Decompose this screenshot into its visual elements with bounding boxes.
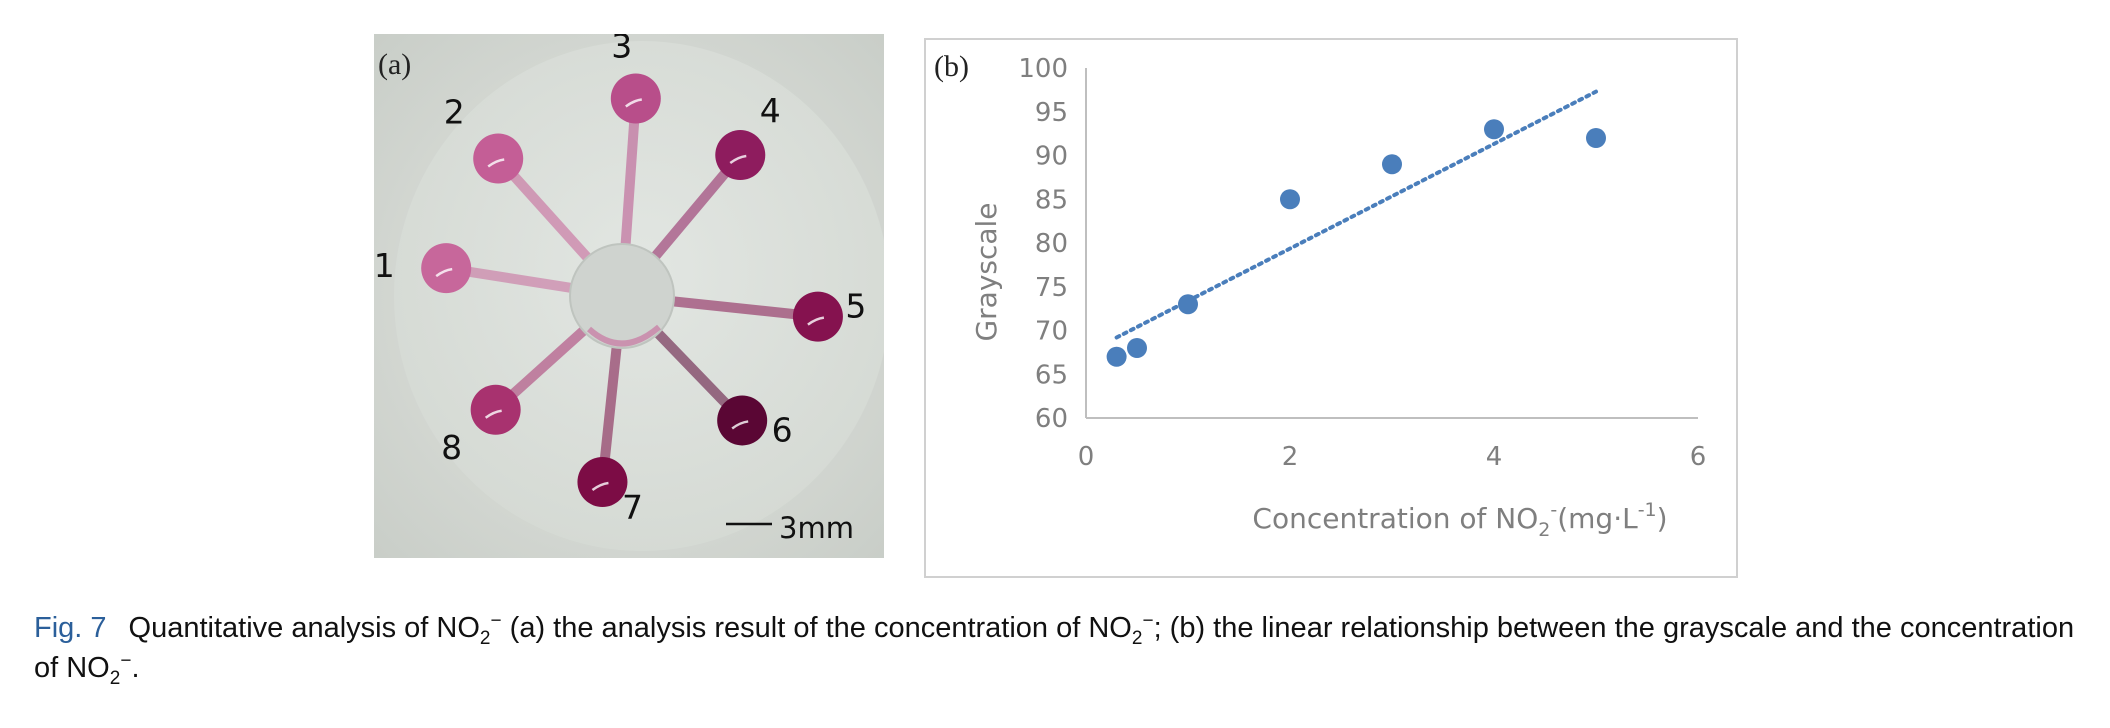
y-tick-label: 75 bbox=[1035, 273, 1068, 303]
y-tick-label: 85 bbox=[1035, 185, 1068, 215]
well-reflection bbox=[435, 267, 453, 278]
well-number-4: 4 bbox=[760, 91, 781, 130]
y-tick-label: 90 bbox=[1035, 142, 1068, 172]
well-number-2: 2 bbox=[444, 93, 465, 132]
central-zone bbox=[569, 243, 675, 349]
well-number-3: 3 bbox=[611, 34, 632, 65]
well-2 bbox=[473, 133, 524, 184]
well-7 bbox=[577, 456, 628, 507]
chip-photo: (a) 3mm 1 2 3 4 5 6 7 8 bbox=[374, 26, 890, 558]
detection-wells bbox=[421, 73, 843, 507]
scale-bar-label: 3mm bbox=[779, 511, 854, 545]
chart-panel: (b) 60 65 70 75 80 85 90 95 100 0 2 4 6 Grayscale C… bbox=[924, 38, 1738, 578]
figure-number: Fig. 7 bbox=[34, 612, 107, 644]
well-reflection bbox=[487, 158, 505, 168]
data-point bbox=[1382, 154, 1402, 175]
y-tick-label: 100 bbox=[1018, 54, 1068, 84]
well-5 bbox=[792, 291, 843, 342]
trendline bbox=[1114, 89, 1598, 340]
panel-a-label: (a) bbox=[378, 48, 411, 81]
y-tick-label: 70 bbox=[1035, 317, 1068, 347]
data-point bbox=[1280, 189, 1300, 210]
y-tick-label: 65 bbox=[1035, 360, 1068, 390]
y-tick-label: 60 bbox=[1035, 404, 1068, 434]
scatter-chart: (b) 60 65 70 75 80 85 90 95 100 0 2 4 6 Grayscale C… bbox=[934, 50, 1707, 541]
well-6 bbox=[717, 395, 768, 446]
data-point bbox=[1484, 119, 1504, 140]
well-1 bbox=[421, 243, 472, 294]
well-number-5: 5 bbox=[845, 287, 866, 326]
well-4 bbox=[715, 130, 766, 181]
y-axis-title: Grayscale bbox=[970, 202, 1003, 341]
well-reflection bbox=[625, 98, 642, 108]
x-tick-label: 6 bbox=[1690, 442, 1707, 472]
y-tick-labels: 60 65 70 75 80 85 90 95 100 bbox=[1018, 54, 1068, 434]
well-8 bbox=[470, 384, 521, 435]
well-number-1: 1 bbox=[374, 246, 395, 285]
well-reflection bbox=[731, 420, 749, 430]
well-number-7: 7 bbox=[622, 488, 643, 527]
well-number-8: 8 bbox=[441, 428, 462, 467]
y-tick-label: 80 bbox=[1035, 229, 1068, 259]
panel-b-label: (b) bbox=[934, 50, 969, 83]
well-reflection bbox=[807, 316, 825, 326]
well-reflection bbox=[484, 409, 502, 419]
x-tick-label: 2 bbox=[1282, 442, 1299, 472]
data-point bbox=[1586, 128, 1606, 148]
chip-photo-panel: (a) 3mm 1 2 3 4 5 6 7 8 bbox=[374, 26, 890, 558]
caption-text: Quantitative analysis of NO2− (a) the an… bbox=[34, 610, 2075, 689]
well-number-6: 6 bbox=[772, 410, 793, 449]
x-tick-label: 4 bbox=[1486, 442, 1503, 472]
x-axis-title: Concentration of NO2-(mg·L-1) bbox=[1252, 499, 1667, 541]
x-tick-labels: 0 2 4 6 bbox=[1078, 442, 1707, 472]
well-3 bbox=[610, 73, 661, 124]
figure-caption: Fig. 7 Quantitative analysis of NO2− (a) … bbox=[34, 608, 2084, 688]
data-point bbox=[1106, 346, 1127, 367]
data-point bbox=[1127, 338, 1147, 358]
well-reflection bbox=[591, 481, 609, 491]
x-tick-label: 0 bbox=[1078, 442, 1095, 472]
well-reflection bbox=[729, 154, 747, 165]
data-point bbox=[1178, 294, 1198, 315]
y-tick-label: 95 bbox=[1035, 98, 1068, 128]
data-points bbox=[1106, 119, 1606, 367]
central-zone-stain bbox=[586, 324, 661, 347]
